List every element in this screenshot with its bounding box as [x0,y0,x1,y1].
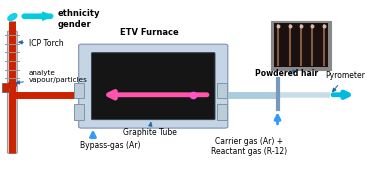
FancyBboxPatch shape [8,31,17,153]
Polygon shape [8,14,17,21]
Text: Pyrometer: Pyrometer [325,71,365,92]
FancyBboxPatch shape [271,21,332,70]
Text: Bypass-gas (Ar): Bypass-gas (Ar) [80,141,140,150]
Text: ETV Furnace: ETV Furnace [120,28,179,37]
FancyBboxPatch shape [2,83,9,92]
Text: Graphite Tube: Graphite Tube [122,122,177,137]
Text: analyte
vapour/particles: analyte vapour/particles [16,70,88,84]
Text: Powdered hair: Powdered hair [256,69,319,78]
FancyBboxPatch shape [74,104,84,120]
Text: ICP Torch: ICP Torch [19,39,64,48]
FancyBboxPatch shape [217,83,227,98]
FancyBboxPatch shape [217,104,227,120]
FancyBboxPatch shape [79,44,228,128]
Text: Carrier gas (Ar) +
Reactant gas (R-12): Carrier gas (Ar) + Reactant gas (R-12) [211,137,287,156]
FancyBboxPatch shape [91,53,215,120]
Text: ethnicity
gender: ethnicity gender [57,9,100,29]
FancyBboxPatch shape [74,83,84,98]
FancyBboxPatch shape [274,23,328,67]
